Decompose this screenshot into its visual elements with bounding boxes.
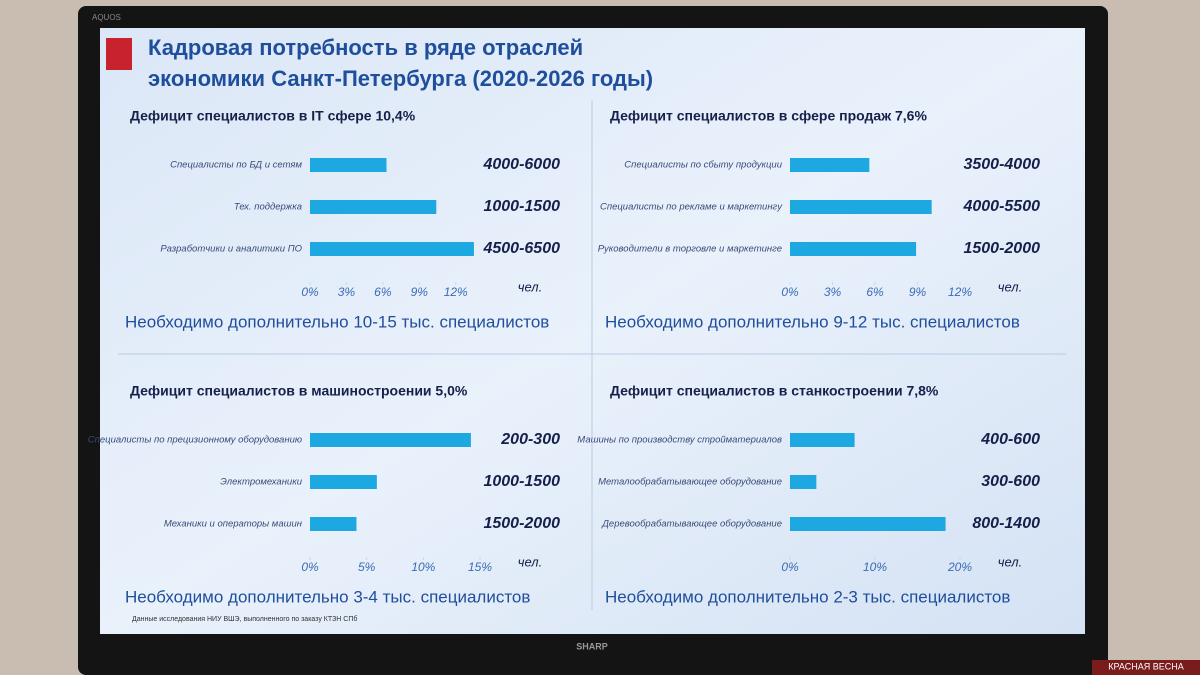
bar (310, 517, 357, 531)
bar (790, 158, 870, 172)
source-note: Данные исследования НИУ ВШЭ, выполненног… (132, 615, 357, 623)
x-tick-label: 12% (948, 285, 972, 299)
chart-title: Дефицит специалистов в машиностроении 5,… (130, 383, 468, 399)
category-label: Руководители в торговле и маркетинге (598, 244, 782, 255)
count-label: 800-1400 (972, 515, 1040, 532)
category-label: Деревообрабатывающее оборудование (601, 519, 782, 530)
x-tick-label: 6% (374, 285, 392, 299)
tv-brand: AQUOS (92, 13, 121, 22)
category-label: Машины по производству стройматериалов (577, 435, 782, 446)
bar (790, 517, 946, 531)
bar (310, 158, 387, 172)
x-tick-label: 5% (358, 560, 376, 574)
x-tick-label: 9% (411, 285, 429, 299)
chart-title: Дефицит специалистов в станкостроении 7,… (610, 383, 939, 399)
unit-label: чел. (998, 554, 1022, 569)
bar (790, 475, 817, 489)
watermark: КРАСНАЯ ВЕСНА (1108, 661, 1183, 671)
count-label: 200-300 (500, 431, 560, 448)
bar (310, 433, 471, 447)
bar (310, 200, 437, 214)
category-label: Тех. поддержка (234, 202, 302, 213)
category-label: Специалисты по прецизионному оборудовани… (88, 435, 302, 446)
x-tick-label: 12% (444, 285, 468, 299)
count-label: 1000-1500 (483, 198, 560, 215)
x-tick-label: 0% (781, 560, 799, 574)
bar (310, 475, 377, 489)
category-label: Специалисты по рекламе и маркетингу (600, 202, 783, 213)
note: Необходимо дополнительно 10-15 тыс. спец… (125, 312, 549, 331)
chart-title: Дефицит специалистов в IT сфере 10,4% (130, 108, 416, 124)
chart-title: Дефицит специалистов в сфере продаж 7,6% (610, 108, 927, 124)
x-tick-label: 9% (909, 285, 927, 299)
tv-brand: SHARP (576, 641, 608, 651)
count-label: 3500-4000 (963, 156, 1040, 173)
x-tick-label: 0% (781, 285, 799, 299)
category-label: Механики и операторы машин (164, 519, 303, 530)
x-tick-label: 3% (824, 285, 842, 299)
bar (790, 200, 932, 214)
x-tick-label: 0% (301, 285, 319, 299)
count-label: 400-600 (980, 431, 1040, 448)
category-label: Разработчики и аналитики ПО (160, 244, 302, 255)
bar (790, 242, 917, 256)
category-label: Металообрабатывающее оборудование (598, 477, 782, 488)
x-tick-label: 10% (411, 560, 435, 574)
bar (310, 242, 474, 256)
note: Необходимо дополнительно 3-4 тыс. специа… (125, 587, 530, 606)
category-label: Электромеханики (220, 477, 303, 488)
x-tick-label: 10% (863, 560, 887, 574)
x-tick-label: 0% (301, 560, 319, 574)
count-label: 4000-5500 (962, 198, 1040, 215)
note: Необходимо дополнительно 9-12 тыс. специ… (605, 312, 1020, 331)
unit-label: чел. (518, 554, 542, 569)
count-label: 1500-2000 (963, 240, 1040, 257)
category-label: Специалисты по БД и сетям (170, 160, 302, 171)
slide-title: экономики Санкт-Петербурга (2020-2026 го… (148, 66, 653, 91)
x-tick-label: 15% (468, 560, 492, 574)
x-tick-label: 20% (947, 560, 972, 574)
count-label: 4000-6000 (482, 156, 560, 173)
count-label: 4500-6500 (482, 240, 560, 257)
count-label: 1000-1500 (483, 473, 560, 490)
category-label: Специалисты по сбыту продукции (624, 160, 782, 171)
count-label: 1500-2000 (483, 515, 560, 532)
x-tick-label: 6% (866, 285, 884, 299)
unit-label: чел. (998, 279, 1022, 294)
x-tick-label: 3% (338, 285, 356, 299)
logo (106, 38, 132, 70)
slide-title: Кадровая потребность в ряде отраслей (148, 35, 583, 60)
count-label: 300-600 (981, 473, 1040, 490)
watermark-bg (1092, 660, 1200, 675)
bar (790, 433, 855, 447)
note: Необходимо дополнительно 2-3 тыс. специа… (605, 587, 1010, 606)
unit-label: чел. (518, 279, 542, 294)
